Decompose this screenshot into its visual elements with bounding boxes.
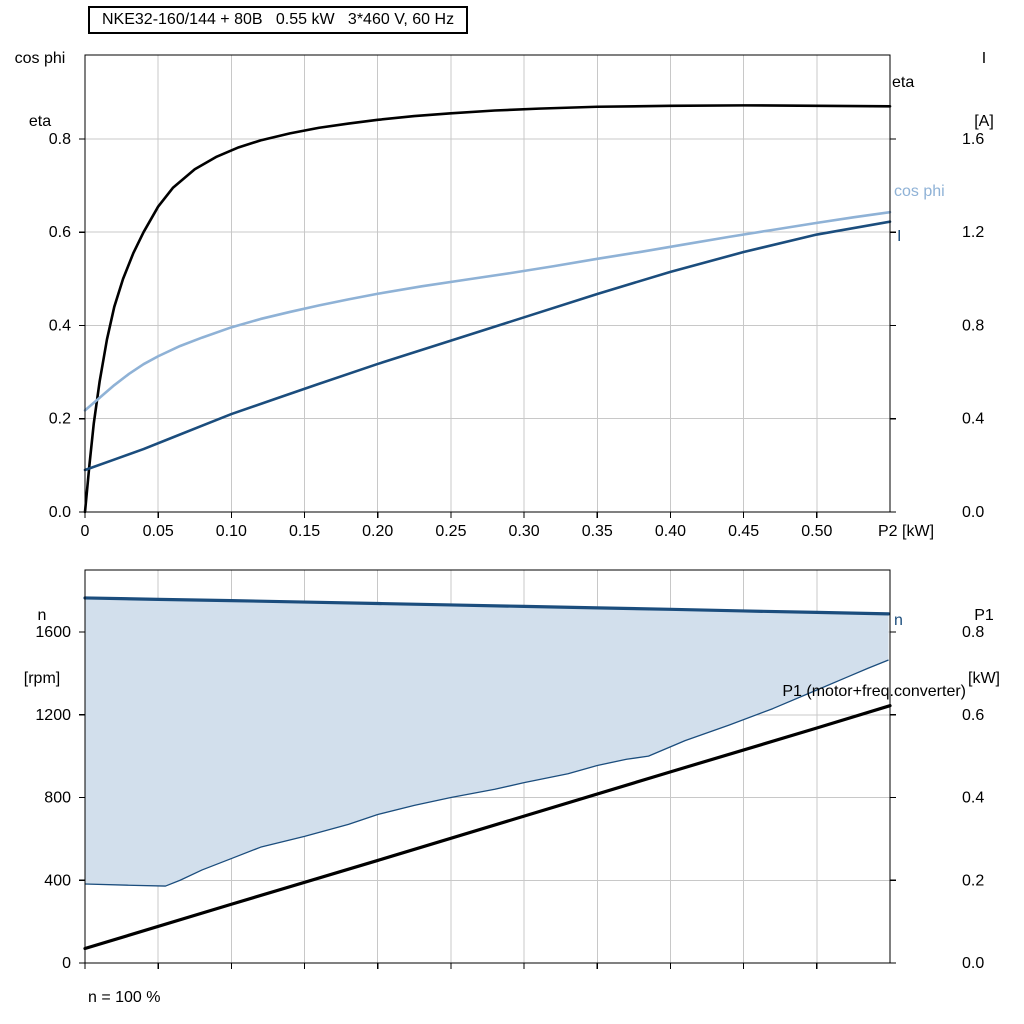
plot-frame bbox=[84, 569, 891, 964]
top-chart: 0 0.05 0.10 0.15 0.20 0.25 0.30 0.35 0.40 0.45 0.5… bbox=[49, 54, 985, 540]
top-right-axis-title: I [A] bbox=[952, 6, 1016, 174]
y-left-tick-label: 1200 bbox=[35, 707, 71, 724]
bottom-right-axis-title: P1 [kW] bbox=[952, 563, 1016, 731]
y-right-tick-label: 1.2 bbox=[962, 224, 984, 241]
axis-title-line: [kW] bbox=[968, 670, 1000, 687]
axis-title-line: eta bbox=[28, 113, 52, 130]
x-axis-unit-label: P2 [kW] bbox=[878, 523, 935, 540]
x-tick-label: 0.40 bbox=[655, 523, 686, 540]
top-left-axis-title: cos phi eta bbox=[4, 6, 76, 174]
y-left-tick-label: 0.0 bbox=[49, 504, 71, 521]
eta-curve-label: eta bbox=[892, 74, 915, 91]
y-left-tick-label: 1600 bbox=[35, 624, 71, 641]
x-tick-label: 0.50 bbox=[801, 523, 832, 540]
y-right-tick-label: 0.0 bbox=[962, 955, 984, 972]
plot-frame bbox=[84, 54, 891, 513]
eta-curve bbox=[83, 104, 892, 514]
footnote-speed-percent: n = 100 % bbox=[88, 989, 161, 1006]
axis-title-line: cos phi bbox=[14, 50, 66, 67]
operating-range-band bbox=[85, 597, 889, 887]
y-left-tick-label: 0 bbox=[62, 955, 71, 972]
axis-title-line: P1 bbox=[974, 607, 994, 624]
p1-curve bbox=[83, 704, 892, 951]
tick-labels: 0 0.05 0.10 0.15 0.20 0.25 0.30 0.35 0.40 0.45 0.5… bbox=[49, 131, 985, 540]
axis-title-line: I bbox=[981, 50, 987, 67]
y-right-tick-label: 0.6 bbox=[962, 707, 984, 724]
y-right-tick-label: 0.2 bbox=[962, 872, 984, 889]
axis-title-line: [A] bbox=[974, 113, 994, 130]
y-right-tick-label: 0.4 bbox=[962, 411, 984, 428]
tick-marks bbox=[79, 631, 896, 969]
chart-title-box: NKE32-160/144 + 80B 0.55 kW 3*460 V, 60 … bbox=[88, 6, 469, 34]
x-tick-label: 0.10 bbox=[216, 523, 247, 540]
y-left-tick-label: 0.4 bbox=[49, 317, 71, 334]
grid-lines bbox=[85, 55, 890, 512]
x-tick-label: 0.15 bbox=[289, 523, 320, 540]
y-right-tick-label: 0.4 bbox=[962, 790, 984, 807]
tick-marks bbox=[79, 138, 896, 518]
axis-title-line: n bbox=[37, 607, 47, 624]
cos-phi-curve bbox=[83, 210, 892, 412]
current-curve-label: I bbox=[897, 228, 902, 245]
y-left-tick-label: 800 bbox=[44, 790, 71, 807]
y-right-tick-label: 0.8 bbox=[962, 317, 984, 334]
cos-phi-curve-label: cos phi bbox=[894, 183, 945, 200]
axis-title-line: [rpm] bbox=[23, 670, 61, 687]
x-tick-label: 0.30 bbox=[509, 523, 540, 540]
bottom-left-axis-title: n [rpm] bbox=[8, 563, 76, 731]
band-lower-edge bbox=[84, 659, 889, 887]
tick-labels: 0 400 800 1200 1600 0.0 0.2 0.4 0.6 0.8 bbox=[35, 624, 984, 972]
y-right-tick-label: 0.8 bbox=[962, 624, 984, 641]
y-left-tick-label: 0.6 bbox=[49, 224, 71, 241]
y-left-tick-label: 0.8 bbox=[49, 131, 71, 148]
x-tick-label: 0.05 bbox=[143, 523, 174, 540]
x-tick-label: 0.45 bbox=[728, 523, 759, 540]
y-right-tick-label: 0.0 bbox=[962, 504, 984, 521]
y-left-tick-label: 400 bbox=[44, 872, 71, 889]
bottom-chart: 0 400 800 1200 1600 0.0 0.2 0.4 0.6 0.8 bbox=[35, 569, 984, 972]
current-curve bbox=[83, 220, 892, 472]
x-tick-label: 0.25 bbox=[435, 523, 466, 540]
n-curve bbox=[83, 596, 891, 616]
p1-curve-label: P1 (motor+freq.converter) bbox=[782, 683, 966, 700]
x-tick-label: 0 bbox=[81, 523, 90, 540]
x-tick-label: 0.20 bbox=[362, 523, 393, 540]
x-tick-label: 0.35 bbox=[582, 523, 613, 540]
y-left-tick-label: 0.2 bbox=[49, 411, 71, 428]
y-right-tick-label: 1.6 bbox=[962, 131, 984, 148]
n-curve-label: n bbox=[894, 612, 903, 629]
